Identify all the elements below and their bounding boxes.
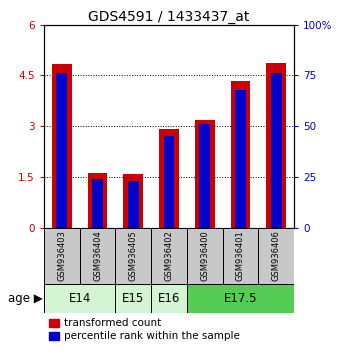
- Bar: [44, 228, 80, 285]
- Text: GSM936402: GSM936402: [165, 231, 173, 281]
- Bar: [195, 120, 215, 228]
- Bar: [92, 179, 103, 228]
- Bar: [187, 285, 294, 313]
- Bar: [164, 136, 174, 228]
- Legend: transformed count, percentile rank within the sample: transformed count, percentile rank withi…: [49, 318, 240, 342]
- Bar: [123, 174, 143, 228]
- Title: GDS4591 / 1433437_at: GDS4591 / 1433437_at: [88, 10, 250, 24]
- Bar: [271, 74, 282, 228]
- Text: GSM936404: GSM936404: [93, 231, 102, 281]
- Bar: [80, 228, 115, 285]
- Bar: [223, 228, 258, 285]
- Bar: [231, 81, 250, 228]
- Bar: [56, 74, 67, 228]
- Bar: [199, 124, 210, 228]
- Bar: [115, 285, 151, 313]
- Bar: [115, 228, 151, 285]
- Bar: [266, 63, 286, 228]
- Text: E14: E14: [69, 292, 91, 305]
- Text: GSM936403: GSM936403: [57, 230, 66, 281]
- Text: age ▶: age ▶: [8, 292, 43, 305]
- Text: GSM936400: GSM936400: [200, 231, 209, 281]
- Text: GSM936401: GSM936401: [236, 231, 245, 281]
- Bar: [44, 285, 115, 313]
- Text: E16: E16: [158, 292, 180, 305]
- Bar: [151, 228, 187, 285]
- Bar: [258, 228, 294, 285]
- Bar: [128, 181, 139, 228]
- Text: E17.5: E17.5: [224, 292, 257, 305]
- Bar: [235, 90, 246, 228]
- Bar: [159, 129, 179, 228]
- Bar: [88, 173, 107, 228]
- Text: GSM936406: GSM936406: [272, 230, 281, 281]
- Bar: [187, 228, 223, 285]
- Text: GSM936405: GSM936405: [129, 231, 138, 281]
- Bar: [52, 64, 72, 228]
- Text: E15: E15: [122, 292, 144, 305]
- Bar: [151, 285, 187, 313]
